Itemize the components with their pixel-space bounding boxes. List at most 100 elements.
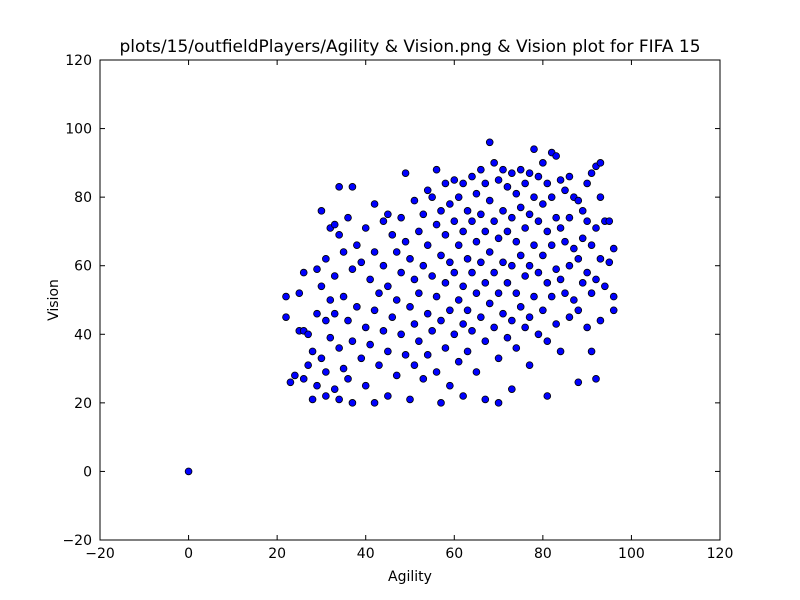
scatter-point xyxy=(578,207,587,215)
scatter-point xyxy=(304,361,312,369)
scatter-point xyxy=(454,241,463,249)
scatter-point xyxy=(543,227,552,236)
scatter-point xyxy=(512,289,521,297)
scatter-point xyxy=(499,258,507,267)
scatter-point xyxy=(415,337,423,345)
scatter-point xyxy=(463,207,472,215)
scatter-point xyxy=(344,316,352,325)
scatter-point xyxy=(282,292,290,301)
scatter-point xyxy=(348,265,357,273)
scatter-point xyxy=(481,279,490,287)
scatter-point xyxy=(282,313,290,321)
scatter-point xyxy=(494,289,503,297)
x-tick-label: −20 xyxy=(85,546,115,562)
scatter-point xyxy=(543,337,552,345)
scatter-point xyxy=(366,275,374,284)
scatter-point xyxy=(295,289,304,297)
scatter-point xyxy=(521,179,529,188)
scatter-point xyxy=(565,313,574,321)
scatter-point xyxy=(397,213,405,222)
scatter-point xyxy=(384,210,392,219)
scatter-point xyxy=(401,237,410,246)
y-tick-label: 40 xyxy=(74,327,92,343)
scatter-point xyxy=(477,258,485,267)
scatter-point xyxy=(556,347,565,356)
scatter-point xyxy=(570,244,578,253)
scatter-point xyxy=(441,279,450,287)
scatter-point xyxy=(583,268,591,277)
scatter-point xyxy=(481,395,490,404)
scatter-point xyxy=(446,200,454,208)
scatter-point xyxy=(423,351,432,359)
scatter-point xyxy=(477,210,485,219)
scatter-point xyxy=(450,176,459,184)
scatter-point xyxy=(547,193,556,201)
scatter-point xyxy=(556,275,565,284)
scatter-point xyxy=(437,316,445,325)
scatter-point xyxy=(304,330,312,339)
scatter-point xyxy=(330,385,339,393)
scatter-point xyxy=(534,172,543,181)
scatter-point xyxy=(561,289,569,297)
scatter-point xyxy=(335,231,343,239)
scatter-point xyxy=(353,303,361,311)
scatter-point xyxy=(339,364,348,373)
scatter-point xyxy=(339,248,348,256)
scatter-point xyxy=(481,337,490,345)
scatter-point xyxy=(477,165,485,174)
scatter-point xyxy=(423,309,432,318)
scatter-point xyxy=(313,309,321,318)
y-tick-label: 60 xyxy=(74,259,92,275)
scatter-point xyxy=(397,268,405,277)
scatter-point xyxy=(353,241,361,249)
scatter-point xyxy=(508,261,516,270)
scatter-point xyxy=(512,237,521,246)
scatter-point xyxy=(499,309,507,318)
scatter-point xyxy=(485,138,494,147)
scatter-point xyxy=(503,227,512,236)
scatter-point xyxy=(556,224,565,232)
scatter-point xyxy=(481,227,490,236)
scatter-point xyxy=(521,224,529,232)
scatter-point xyxy=(392,371,401,380)
x-tick-label: 80 xyxy=(534,546,552,562)
scatter-point xyxy=(503,279,512,287)
scatter-point xyxy=(605,258,614,267)
scatter-point xyxy=(508,213,516,222)
scatter-point xyxy=(472,368,481,376)
scatter-point xyxy=(592,224,600,232)
scatter-point xyxy=(397,330,405,339)
scatter-point xyxy=(574,306,583,315)
scatter-point xyxy=(459,179,467,188)
scatter-point xyxy=(437,251,445,260)
x-tick-label: 20 xyxy=(268,546,286,562)
scatter-point xyxy=(322,255,330,263)
scatter-point xyxy=(552,320,560,328)
scatter-point xyxy=(587,241,596,249)
plot-area xyxy=(99,59,721,541)
scatter-point xyxy=(525,169,534,177)
scatter-point xyxy=(583,323,591,332)
scatter-point xyxy=(410,361,419,369)
scatter-point xyxy=(596,193,605,201)
scatter-point xyxy=(450,268,459,277)
scatter-point xyxy=(481,179,490,188)
scatter-point xyxy=(534,330,543,339)
scatter-point xyxy=(308,347,317,356)
y-tick-label: 20 xyxy=(74,396,92,412)
scatter-point xyxy=(313,381,321,390)
scatter-point xyxy=(574,378,583,387)
scatter-point xyxy=(317,207,326,215)
scatter-point xyxy=(428,193,436,201)
scatter-point xyxy=(463,255,472,263)
scatter-point xyxy=(428,327,436,335)
scatter-point xyxy=(441,231,450,239)
scatter-point xyxy=(490,217,498,225)
scatter-point xyxy=(552,152,560,160)
scatter-point xyxy=(317,354,326,363)
scatter-point xyxy=(609,244,618,253)
y-tick-label: −20 xyxy=(62,533,92,549)
scatter-point xyxy=(596,159,605,167)
scatter-point xyxy=(578,234,587,243)
